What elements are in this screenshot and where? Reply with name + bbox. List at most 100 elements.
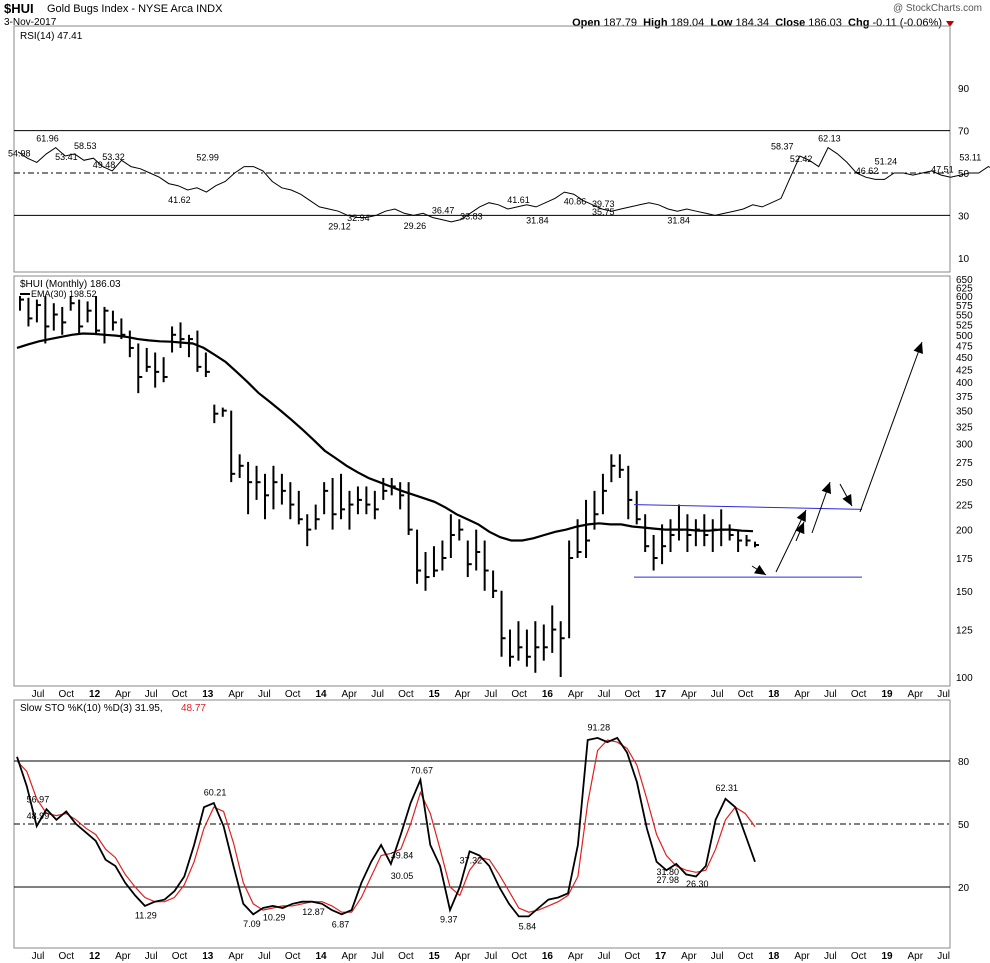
rsi-data-label: 49.48 <box>93 160 116 170</box>
price-x-tick: Jul <box>937 689 950 700</box>
price-y-tick: 350 <box>956 407 973 418</box>
sto-data-label: 6.87 <box>332 920 350 930</box>
index-name: Gold Bugs Index - NYSE Arca INDX <box>47 3 223 15</box>
rsi-data-label: 35.75 <box>592 207 615 217</box>
price-x-tick: Apr <box>568 689 584 700</box>
price-y-tick: 400 <box>956 378 973 389</box>
sto-x-tick: Oct <box>511 951 527 962</box>
price-y-tick: 150 <box>956 587 973 598</box>
sto-x-tick: Jul <box>145 951 158 962</box>
sto-x-tick: Apr <box>681 951 697 962</box>
sto-k-line <box>16 736 756 918</box>
price-y-tick: 275 <box>956 458 973 469</box>
forecast-arrow-shaft <box>859 341 923 513</box>
rsi-data-label: 29.12 <box>328 221 351 231</box>
sto-data-label: 48.99 <box>27 811 50 821</box>
sto-data-label: 56.97 <box>27 794 50 804</box>
sto-x-tick: Oct <box>59 951 75 962</box>
price-x-tick: Oct <box>398 689 414 700</box>
sto-data-label: 37.32 <box>460 856 483 866</box>
sto-x-tick: Jul <box>32 951 45 962</box>
price-y-tick: 225 <box>956 501 973 512</box>
price-x-tick: Oct <box>285 689 301 700</box>
date-label: 3-Nov-2017 <box>4 17 57 28</box>
sto-x-tick: Apr <box>794 951 810 962</box>
sto-x-tick: Apr <box>908 951 924 962</box>
sto-x-tick: Oct <box>625 951 641 962</box>
sto-x-tick: Oct <box>172 951 188 962</box>
sto-data-label: 70.67 <box>410 766 433 776</box>
ema-legend: EMA(30) 198.52 <box>31 289 97 299</box>
price-x-tick: Jul <box>371 689 384 700</box>
sto-data-label: 11.29 <box>135 910 157 920</box>
price-y-tick: 550 <box>956 311 973 322</box>
forecast-arrowhead-icon <box>754 564 766 575</box>
rsi-data-label: 41.61 <box>507 195 530 205</box>
price-x-tick: 18 <box>768 689 780 700</box>
symbol-label: $HUI <box>4 1 34 16</box>
price-x-tick: Oct <box>511 689 527 700</box>
sto-x-tick: Jul <box>484 951 497 962</box>
price-x-tick: 12 <box>89 689 101 700</box>
down-arrow-icon <box>946 21 954 27</box>
sto-data-label: 27.98 <box>656 875 679 885</box>
rsi-data-label: 29.26 <box>404 221 427 231</box>
sto-x-tick: Apr <box>455 951 471 962</box>
sto-x-tick: Jul <box>711 951 724 962</box>
sto-x-tick: 16 <box>542 951 554 962</box>
forecast-arrowhead-icon <box>795 522 805 535</box>
price-x-tick: Oct <box>625 689 641 700</box>
price-y-tick: 125 <box>956 626 973 637</box>
price-x-tick: Apr <box>228 689 244 700</box>
price-x-tick: Jul <box>711 689 724 700</box>
rsi-data-label: 53.11 <box>959 152 981 162</box>
price-y-tick: 600 <box>956 292 973 303</box>
price-y-tick: 300 <box>956 439 973 450</box>
sto-data-label: 26.30 <box>686 879 709 889</box>
channel-top-line <box>633 504 863 510</box>
price-x-tick: 15 <box>429 689 441 700</box>
price-y-tick: 450 <box>956 353 973 364</box>
price-x-tick: Jul <box>598 689 611 700</box>
sto-x-tick: 12 <box>89 951 101 962</box>
sto-data-label: 12.87 <box>302 907 325 917</box>
price-x-tick: Jul <box>824 689 837 700</box>
rsi-y-tick: 30 <box>958 211 970 222</box>
rsi-data-label: 53.41 <box>55 152 78 162</box>
sto-x-tick: Oct <box>398 951 414 962</box>
rsi-line <box>17 146 990 223</box>
price-y-tick: 100 <box>956 673 973 684</box>
sto-x-tick: 13 <box>202 951 214 962</box>
sto-x-tick: Oct <box>851 951 867 962</box>
rsi-data-label: 31.84 <box>667 215 690 225</box>
rsi-data-label: 39.73 <box>592 199 615 209</box>
sto-x-tick: Jul <box>598 951 611 962</box>
sto-data-label: 62.31 <box>715 783 738 793</box>
price-legend: $HUI (Monthly) 186.03 <box>20 279 121 290</box>
price-x-tick: 19 <box>881 689 893 700</box>
forecast-arrowhead-icon <box>821 482 832 495</box>
rsi-data-label: 52.42 <box>790 154 813 164</box>
price-x-tick: Apr <box>908 689 924 700</box>
price-x-tick: Apr <box>455 689 471 700</box>
price-x-tick: Apr <box>794 689 810 700</box>
sto-data-label: 9.37 <box>440 914 458 924</box>
price-y-tick: 200 <box>956 526 973 537</box>
price-x-tick: Jul <box>32 689 45 700</box>
rsi-data-label: 33.83 <box>460 211 483 221</box>
forecast-arrowhead-icon <box>842 493 852 506</box>
rsi-data-label: 58.37 <box>771 141 794 151</box>
price-x-tick: Apr <box>681 689 697 700</box>
rsi-y-tick: 70 <box>958 127 970 138</box>
rsi-data-label: 47.51 <box>931 164 954 174</box>
price-x-tick: Oct <box>851 689 867 700</box>
rsi-data-label: 51.24 <box>875 156 898 166</box>
sto-x-tick: Apr <box>228 951 244 962</box>
rsi-y-tick: 90 <box>958 84 970 95</box>
rsi-data-label: 54.98 <box>8 148 31 158</box>
sto-x-tick: Jul <box>371 951 384 962</box>
sto-x-tick: Apr <box>115 951 131 962</box>
sto-y-tick: 50 <box>958 820 970 831</box>
